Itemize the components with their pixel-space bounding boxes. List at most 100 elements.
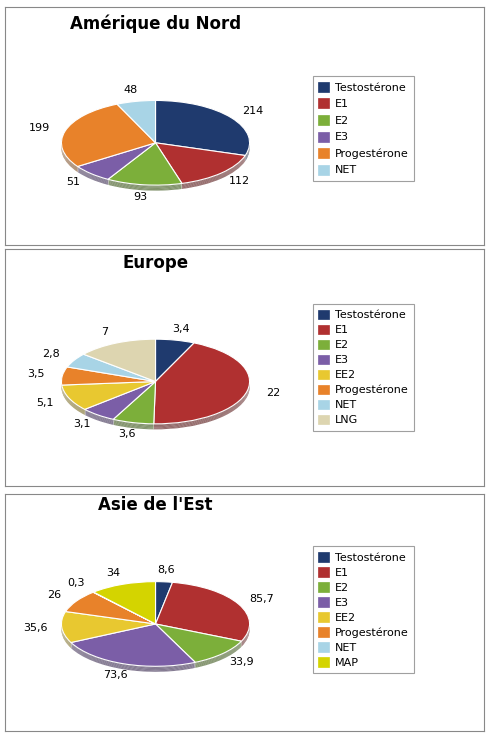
Wedge shape bbox=[156, 343, 194, 386]
Wedge shape bbox=[84, 339, 156, 381]
Wedge shape bbox=[71, 624, 195, 666]
Wedge shape bbox=[85, 383, 156, 421]
Wedge shape bbox=[67, 358, 156, 386]
Wedge shape bbox=[85, 381, 156, 419]
Wedge shape bbox=[61, 369, 156, 386]
Text: 214: 214 bbox=[242, 106, 263, 116]
Wedge shape bbox=[84, 344, 156, 386]
Wedge shape bbox=[108, 142, 182, 185]
Wedge shape bbox=[94, 585, 156, 627]
Wedge shape bbox=[156, 339, 194, 381]
Text: 3,4: 3,4 bbox=[172, 324, 190, 333]
Wedge shape bbox=[156, 582, 173, 624]
Wedge shape bbox=[62, 384, 156, 412]
Wedge shape bbox=[156, 145, 245, 186]
Wedge shape bbox=[67, 354, 156, 381]
Wedge shape bbox=[61, 368, 156, 386]
Wedge shape bbox=[156, 587, 250, 646]
Wedge shape bbox=[156, 586, 173, 629]
Wedge shape bbox=[93, 595, 156, 627]
Wedge shape bbox=[61, 612, 156, 642]
Wedge shape bbox=[154, 345, 250, 427]
Wedge shape bbox=[62, 381, 156, 410]
Text: 33,9: 33,9 bbox=[229, 657, 254, 667]
Wedge shape bbox=[156, 586, 250, 645]
Wedge shape bbox=[156, 345, 194, 387]
Wedge shape bbox=[71, 628, 195, 671]
Wedge shape bbox=[154, 348, 250, 428]
Wedge shape bbox=[78, 145, 156, 181]
Wedge shape bbox=[117, 103, 156, 145]
Wedge shape bbox=[66, 597, 156, 628]
Wedge shape bbox=[156, 629, 242, 667]
Wedge shape bbox=[61, 368, 156, 386]
Wedge shape bbox=[156, 145, 245, 185]
Wedge shape bbox=[156, 105, 250, 160]
Wedge shape bbox=[93, 597, 156, 628]
Wedge shape bbox=[154, 344, 250, 425]
Legend: Testostérone, E1, E2, E3, EE2, Progestérone, NET, LNG: Testostérone, E1, E2, E3, EE2, Progestér… bbox=[312, 304, 414, 431]
Wedge shape bbox=[78, 147, 156, 184]
Wedge shape bbox=[113, 383, 156, 425]
Wedge shape bbox=[85, 386, 156, 424]
Legend: Testostérone, E1, E2, E3, Progestérone, NET: Testostérone, E1, E2, E3, Progestérone, … bbox=[312, 76, 414, 181]
Wedge shape bbox=[71, 629, 195, 671]
Wedge shape bbox=[61, 106, 156, 168]
Wedge shape bbox=[156, 586, 173, 628]
Wedge shape bbox=[156, 624, 242, 662]
Wedge shape bbox=[108, 145, 182, 186]
Wedge shape bbox=[66, 595, 156, 627]
Wedge shape bbox=[61, 612, 156, 644]
Wedge shape bbox=[113, 382, 156, 424]
Wedge shape bbox=[93, 594, 156, 626]
Wedge shape bbox=[61, 107, 156, 169]
Wedge shape bbox=[117, 101, 156, 144]
Wedge shape bbox=[84, 342, 156, 384]
Wedge shape bbox=[85, 383, 156, 421]
Wedge shape bbox=[71, 625, 195, 668]
Wedge shape bbox=[156, 584, 250, 643]
Wedge shape bbox=[62, 386, 156, 413]
Wedge shape bbox=[156, 104, 250, 160]
Wedge shape bbox=[78, 147, 156, 184]
Wedge shape bbox=[84, 342, 156, 385]
Wedge shape bbox=[61, 616, 156, 647]
Wedge shape bbox=[156, 147, 245, 187]
Wedge shape bbox=[108, 147, 182, 189]
Text: 26: 26 bbox=[47, 589, 61, 600]
Wedge shape bbox=[62, 383, 156, 412]
Wedge shape bbox=[94, 583, 156, 625]
Wedge shape bbox=[66, 595, 156, 626]
Wedge shape bbox=[156, 628, 242, 667]
Wedge shape bbox=[156, 585, 250, 644]
Wedge shape bbox=[61, 107, 156, 170]
Wedge shape bbox=[156, 628, 242, 666]
Wedge shape bbox=[156, 585, 173, 627]
Wedge shape bbox=[67, 357, 156, 383]
Wedge shape bbox=[71, 624, 195, 667]
Wedge shape bbox=[117, 104, 156, 147]
Wedge shape bbox=[156, 586, 173, 628]
Wedge shape bbox=[93, 597, 156, 629]
Wedge shape bbox=[71, 628, 195, 670]
Wedge shape bbox=[78, 146, 156, 183]
Text: 22: 22 bbox=[266, 389, 280, 398]
Wedge shape bbox=[62, 386, 156, 414]
Wedge shape bbox=[156, 106, 250, 161]
Wedge shape bbox=[85, 385, 156, 423]
Wedge shape bbox=[113, 386, 156, 429]
Wedge shape bbox=[67, 357, 156, 385]
Wedge shape bbox=[67, 356, 156, 383]
Wedge shape bbox=[78, 142, 156, 179]
Wedge shape bbox=[154, 343, 250, 424]
Wedge shape bbox=[154, 346, 250, 427]
Wedge shape bbox=[113, 387, 156, 430]
Wedge shape bbox=[108, 145, 182, 187]
Wedge shape bbox=[156, 583, 173, 626]
Text: 5,1: 5,1 bbox=[36, 398, 53, 407]
Wedge shape bbox=[61, 104, 156, 167]
Wedge shape bbox=[62, 383, 156, 411]
Wedge shape bbox=[113, 386, 156, 427]
Wedge shape bbox=[71, 627, 195, 669]
Wedge shape bbox=[94, 582, 156, 624]
